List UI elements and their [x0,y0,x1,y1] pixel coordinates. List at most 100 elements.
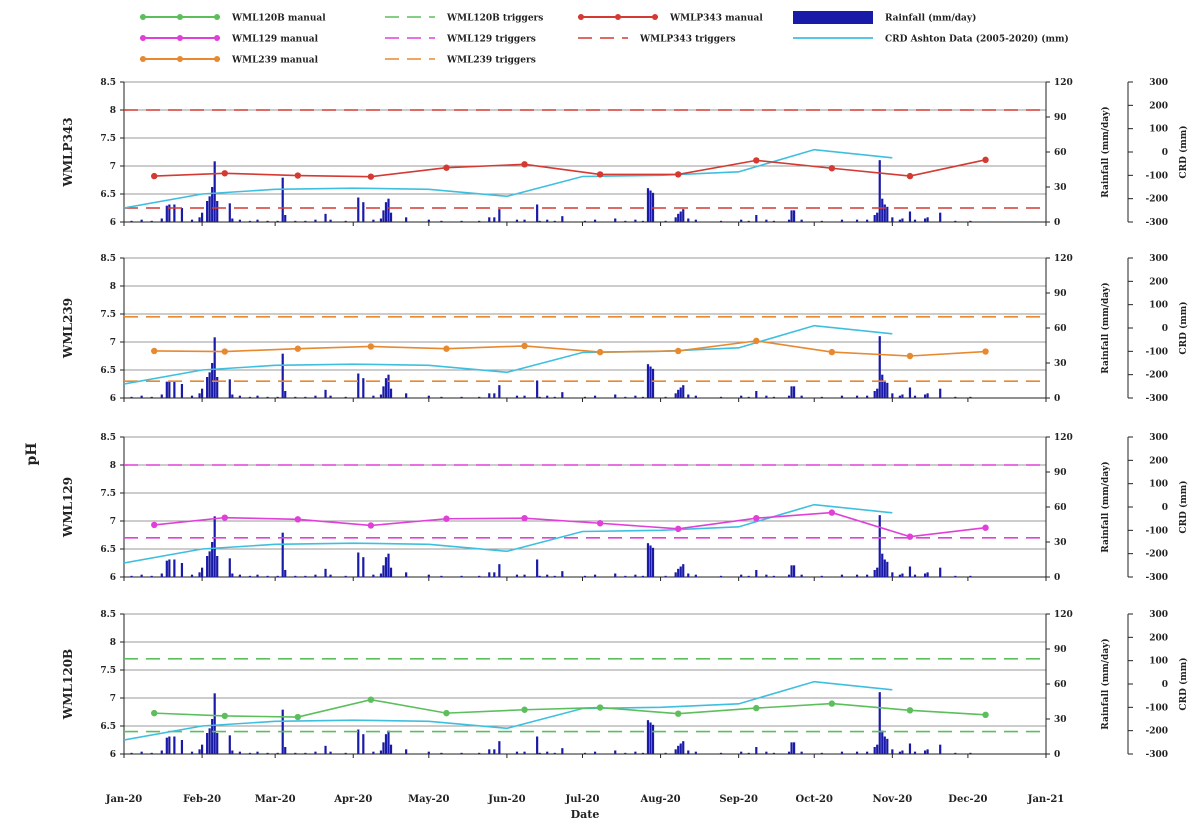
rainfall-bar [382,565,385,577]
rainfall-bar [231,573,234,577]
crd-tick-label: 300 [1149,78,1168,88]
rainfall-bar [694,219,697,222]
rainfall-bar [674,393,677,398]
manual-point [521,706,528,713]
rainfall-bar [213,337,216,398]
rainfall-bar [866,574,869,577]
rainfall-bar [281,353,284,398]
rainfall-bar [211,542,214,577]
ph-tick-label: 8.5 [100,254,116,264]
rainfall-bar [460,396,463,398]
rainfall-bar [493,749,496,754]
rainfall-bar [787,751,791,754]
rainfall-bar [198,572,201,577]
crd-axis-title: CRD (mm) [1178,657,1189,710]
legend-item: WML239 triggers [385,56,536,66]
rainfall-bar [206,556,209,577]
rainfall-bar [387,553,390,577]
rainfall-bar [294,575,297,577]
rainfall-bar [583,396,587,398]
rainfall-bar [694,395,697,398]
rainfall-bar [440,752,443,754]
legend-label: WML239 manual [231,56,319,66]
rainfall-bar [200,388,204,398]
rainfall-bar [150,575,153,577]
rainfall-bar [344,575,347,577]
rainfall-bar [674,572,677,577]
rainfall-bar [923,218,927,222]
rainfall-bar [140,219,143,222]
rainfall-bar [878,515,881,577]
rainfall-bar [553,752,556,754]
rainfall-bar [276,575,279,577]
rainfall-bar [855,219,859,222]
rainfall-bar [284,570,287,577]
legend-label: WML129 manual [231,35,319,45]
rainfall-bar [954,752,957,754]
ph-tick-label: 6 [110,394,116,404]
x-tick-label: Oct-20 [795,794,833,805]
rainfall-bar [248,752,252,754]
rainfall-bar [969,752,972,754]
rainfall-bar [546,219,549,222]
rainfall-bar [939,388,942,398]
x-tick-label: Nov-20 [872,794,912,805]
rainfall-bar [329,395,332,398]
rainfall-bar [150,220,153,222]
manual-point [367,522,375,529]
rainfall-bar [755,215,758,222]
rainfall-bar [538,575,541,577]
rain-tick-label: 90 [1054,468,1067,478]
legend-marker [214,56,220,62]
ph-tick-label: 6 [110,750,116,760]
rainfall-bar [939,567,942,577]
rain-tick-label: 90 [1054,113,1067,123]
rainfall-bar [719,575,723,577]
rainfall-bar [248,220,252,222]
rainfall-bar [546,574,549,577]
rainfall-bar [954,575,957,577]
rainfall-bar [213,516,216,577]
rainfall-bar [382,386,385,398]
legend-label: WML239 triggers [446,56,536,66]
rain-tick-label: 120 [1054,78,1073,88]
rainfall-bar [840,219,844,222]
rainfall-bar [248,575,252,577]
rainfall-bar [515,751,519,754]
manual-point [367,343,375,350]
rainfall-bar [284,747,287,754]
rainfall-bar [294,396,297,398]
rain-tick-label: 30 [1054,183,1067,193]
rainfall-bar [747,220,750,222]
rainfall-bar [787,574,791,577]
rainfall-bar [873,391,876,398]
rainfall-bar [324,568,327,577]
manual-point [675,347,682,355]
rainfall-bar [876,567,879,577]
rainfall-bar [150,752,153,754]
rainfall-bar [820,396,823,398]
manual-point [753,515,760,522]
rainfall-bar [478,752,481,754]
rainfall-bar [855,751,859,754]
manual-point [753,337,760,345]
manual-point [443,164,450,171]
rainfall-bar [593,574,597,577]
rainfall-bar [216,377,219,398]
rainfall-bar [687,573,690,577]
rainfall-bar [664,752,667,754]
rainfall-bar [266,575,269,577]
rainfall-bar [926,572,929,577]
rainfall-bar [140,574,143,577]
rainfall-bar [213,693,216,754]
rainfall-bar [324,389,327,398]
rainfall-bar [536,736,539,754]
rainfall-bar [913,751,917,754]
rainfall-bar [493,393,496,398]
rainfall-bar [677,389,680,398]
rainfall-bar [898,574,901,577]
legend-item: WML129 manual [140,35,319,45]
rainfall-bar [427,219,430,222]
rainfall-bar [276,396,279,398]
manual-point [221,348,228,355]
